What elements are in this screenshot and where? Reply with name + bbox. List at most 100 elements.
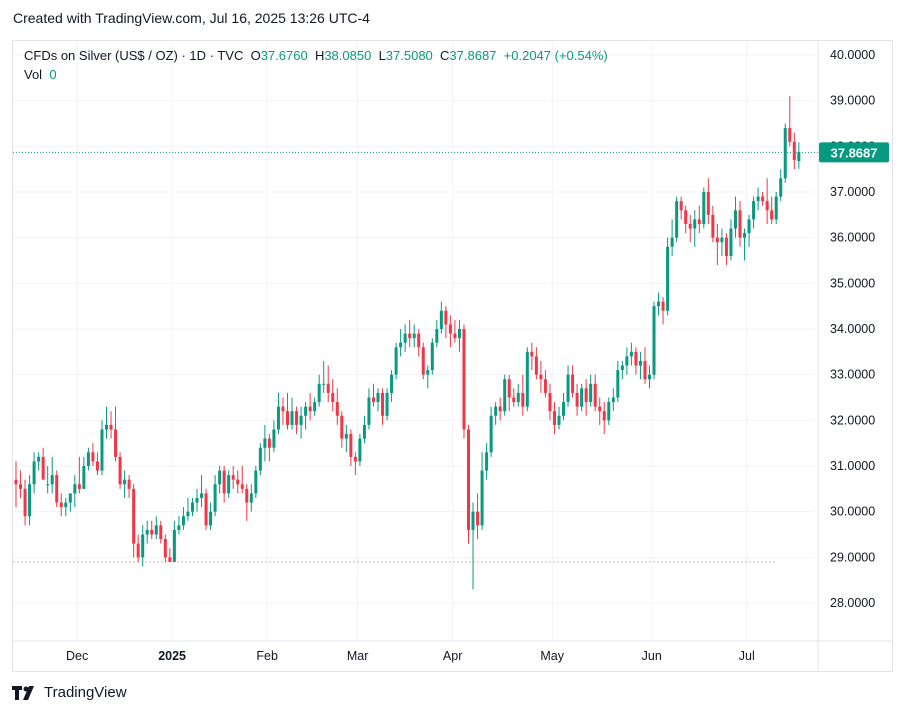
candle [204, 488, 208, 530]
candle-body [435, 329, 439, 343]
candle [150, 520, 154, 540]
candle [37, 452, 41, 471]
candle-body [19, 484, 23, 489]
candle [254, 466, 258, 498]
candle-body [412, 333, 416, 339]
candle [666, 237, 670, 316]
candle-body [448, 324, 452, 334]
candle-body [123, 479, 127, 485]
y-tick-label: 39.0000 [830, 94, 875, 108]
candle-body [14, 479, 18, 485]
candle [349, 429, 353, 466]
candle-body [200, 493, 204, 498]
candle-body [584, 388, 588, 403]
candle [539, 360, 543, 393]
candle-body [304, 406, 308, 416]
candle-body [258, 447, 262, 471]
candle-body [276, 406, 280, 430]
candle [245, 484, 249, 521]
candle-body [150, 529, 154, 535]
candle [439, 301, 443, 334]
candle [299, 406, 303, 439]
candle [435, 319, 439, 348]
candle-body [417, 333, 421, 348]
candle [679, 196, 683, 220]
x-tick-label: May [540, 649, 564, 663]
candle [236, 470, 240, 494]
candle [747, 214, 751, 247]
candle-body [290, 411, 294, 425]
candle [258, 443, 262, 476]
tradingview-footer[interactable]: TradingView [12, 684, 127, 701]
candle [625, 347, 629, 375]
candle [195, 488, 199, 512]
candle [340, 411, 344, 448]
candle [19, 470, 23, 498]
candle [457, 319, 461, 352]
candle-body [661, 301, 665, 311]
candle-body [715, 237, 719, 243]
candle [797, 142, 801, 169]
candle [453, 319, 457, 343]
candle-body [55, 475, 59, 503]
candle-body [733, 210, 737, 229]
candle-body [213, 484, 217, 512]
candle-body [254, 470, 258, 494]
candle [381, 388, 385, 425]
close-value: 37.8687 [449, 48, 497, 63]
candle-body [177, 525, 181, 530]
candle-body [295, 411, 299, 425]
candle [286, 392, 289, 430]
candle-body [68, 493, 72, 503]
candle [516, 383, 520, 407]
candle-body [86, 452, 90, 466]
high-value: 38.0850 [324, 48, 372, 63]
x-tick-label: Mar [347, 649, 369, 663]
candle [738, 201, 742, 247]
candle-body [77, 484, 81, 489]
y-axis: 40.000039.000038.000037.000036.000035.00… [830, 48, 875, 610]
candle [575, 383, 579, 416]
candle-body [770, 210, 774, 220]
candle [643, 347, 647, 384]
candle [426, 365, 430, 389]
y-tick-label: 34.0000 [830, 322, 875, 336]
candle-body [684, 210, 688, 224]
last-price-badge [819, 142, 889, 163]
candle-body [611, 397, 615, 403]
candle-body [263, 438, 267, 448]
candle [322, 360, 326, 393]
candle-body [172, 529, 176, 562]
candle-body [403, 333, 407, 343]
candle-body [679, 201, 683, 211]
candle [652, 301, 656, 380]
candle [580, 383, 584, 412]
y-tick-label: 31.0000 [830, 459, 875, 473]
candle [200, 475, 204, 508]
candle [123, 470, 127, 498]
candle [295, 406, 299, 435]
candle-body [371, 397, 375, 403]
candle-body [430, 342, 434, 371]
candle [634, 347, 638, 375]
candle [448, 315, 452, 348]
candle [77, 456, 81, 494]
candle [163, 534, 167, 562]
low-label: L [378, 48, 386, 63]
candle [611, 388, 615, 412]
candle-body [46, 484, 50, 486]
candle [607, 397, 611, 425]
candle-body [494, 406, 498, 416]
candle-body [507, 379, 511, 398]
y-tick-label: 35.0000 [830, 276, 875, 290]
candle [421, 342, 425, 380]
candle [792, 132, 796, 170]
candle [503, 374, 507, 416]
candle [485, 443, 489, 480]
candle-body [317, 383, 321, 403]
candle-body [340, 415, 344, 439]
symbol-label: CFDs on Silver (US$ / OZ) · 1D · TVC [24, 48, 244, 63]
candle [774, 192, 778, 224]
candle [218, 466, 222, 494]
